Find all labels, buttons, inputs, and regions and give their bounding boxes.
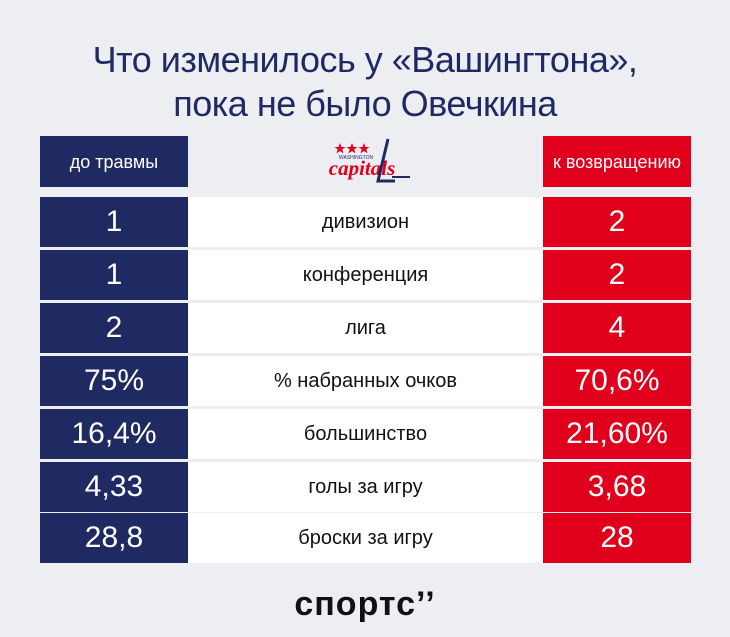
table-row: 1 дивизион 2 bbox=[40, 197, 691, 247]
table-row: 4,33 голы за игру 3,68 bbox=[40, 462, 691, 512]
before-value: 16,4% bbox=[40, 409, 188, 459]
metric-label: броски за игру bbox=[188, 513, 543, 563]
before-value: 1 bbox=[40, 250, 188, 300]
after-value: 3,68 bbox=[543, 462, 691, 512]
after-value: 21,60% bbox=[543, 409, 691, 459]
header-before-injury: до травмы bbox=[40, 136, 188, 187]
after-value: 2 bbox=[543, 197, 691, 247]
header-before-label: до травмы bbox=[69, 151, 159, 172]
metric-label: дивизион bbox=[188, 197, 543, 247]
after-value: 70,6% bbox=[543, 356, 691, 406]
capitals-logo: WASHINGTON capitals bbox=[329, 138, 410, 183]
title-line-2: пока не было Овечкина bbox=[173, 83, 557, 124]
after-value: 28 bbox=[543, 513, 691, 563]
table-row: 2 лига 4 bbox=[40, 303, 691, 353]
before-value: 28,8 bbox=[40, 513, 188, 563]
before-value: 2 bbox=[40, 303, 188, 353]
after-value: 2 bbox=[543, 250, 691, 300]
metric-label: голы за игру bbox=[188, 462, 543, 512]
table-row: 28,8 броски за игру 28 bbox=[40, 513, 691, 563]
metric-label: конференция bbox=[188, 250, 543, 300]
metric-label: большинство bbox=[188, 409, 543, 459]
before-value: 75% bbox=[40, 356, 188, 406]
header-on-return: к возвращению bbox=[543, 136, 691, 187]
svg-text:WASHINGTON: WASHINGTON bbox=[339, 155, 374, 161]
sports-brand-logo: спортс’’ bbox=[294, 585, 436, 623]
metric-label: лига bbox=[188, 303, 543, 353]
table-row: 1 конференция 2 bbox=[40, 250, 691, 300]
metric-label: % набранных очков bbox=[188, 356, 543, 406]
svg-text:capitals: capitals bbox=[329, 156, 396, 180]
header-after-label: к возвращению bbox=[553, 151, 681, 172]
after-value: 4 bbox=[543, 303, 691, 353]
table-row: 75% % набранных очков 70,6% bbox=[40, 356, 691, 406]
title-line-1: Что изменилось у «Вашингтона», bbox=[92, 39, 638, 80]
page-title: Что изменилось у «Вашингтона», пока не б… bbox=[0, 38, 730, 126]
before-value: 4,33 bbox=[40, 462, 188, 512]
stars-icon bbox=[334, 143, 370, 154]
table-row: 16,4% большинство 21,60% bbox=[40, 409, 691, 459]
before-value: 1 bbox=[40, 197, 188, 247]
